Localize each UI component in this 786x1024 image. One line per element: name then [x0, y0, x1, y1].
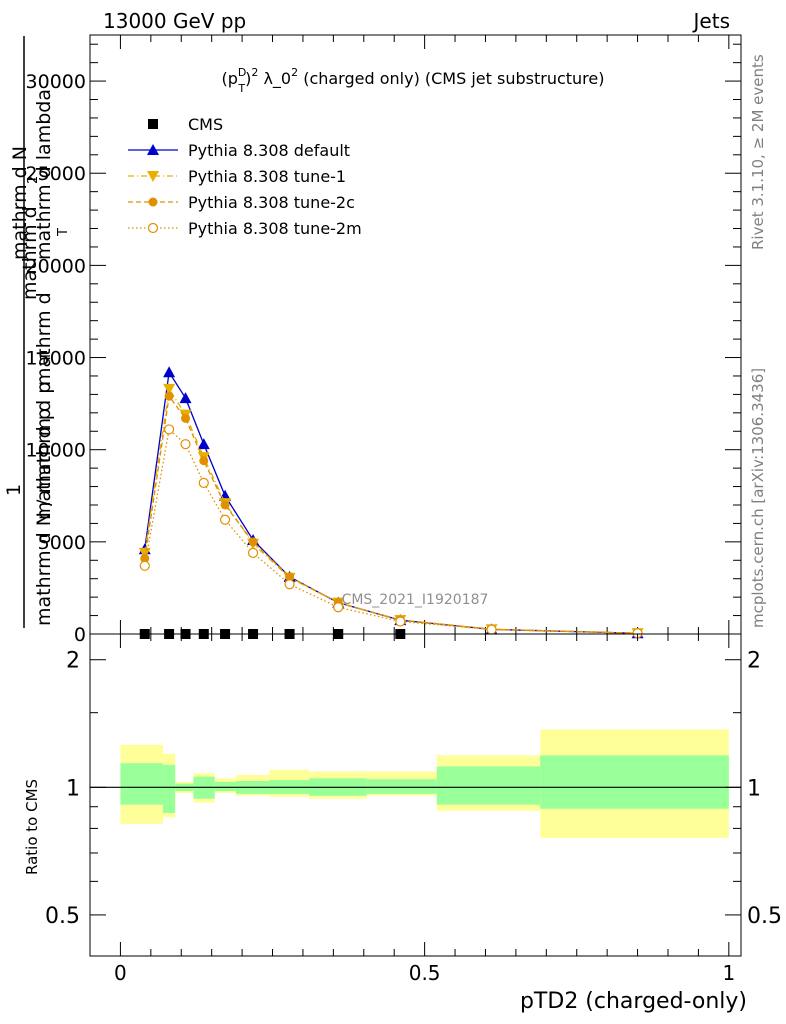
main-ticks: 0 5000 10000 15000 20000 25000 30000	[26, 35, 741, 646]
ratio-y-tick-label-right: 1	[747, 776, 761, 801]
data-point	[199, 456, 209, 466]
x-axis-label: pTD2 (charged-only)	[520, 989, 747, 1014]
ylabel-line-9: mathrm d p	[33, 408, 55, 520]
data-point	[284, 579, 295, 590]
y-tick-label: 5000	[38, 532, 86, 554]
title-sup-1: D	[238, 66, 246, 79]
watermark: CMS_2021_I1920187	[342, 592, 489, 608]
legend-entry: Pythia 8.308 tune-1	[128, 167, 346, 186]
title-sup-3: 2	[291, 66, 298, 79]
data-point	[220, 500, 230, 510]
data-point	[198, 477, 209, 488]
legend-marker	[148, 119, 158, 129]
data-point	[164, 391, 174, 401]
ratio-ticks: 0.5 0.5 1 1 2 2	[45, 634, 782, 956]
legend-label: Pythia 8.308 tune-2m	[188, 219, 362, 238]
data-point	[163, 383, 176, 395]
y-tick-label: 10000	[26, 440, 86, 462]
ylabel-line-4: T	[39, 352, 54, 361]
data-point	[333, 602, 344, 613]
data-point	[163, 424, 175, 435]
x-tick-label: 0.5	[409, 961, 441, 985]
main-panel: 0 5000 10000 15000 20000 25000 30000 CMS_2021_…	[26, 34, 742, 646]
data-point	[163, 366, 176, 378]
title-part-d: (charged only) (CMS jet substructure)	[298, 69, 604, 88]
ratio-inner-band	[163, 764, 176, 813]
legend-marker	[147, 144, 159, 155]
data-point	[181, 413, 191, 423]
rivet-label: Rivet 3.1.10, ≥ 2M events	[749, 54, 767, 250]
legend-marker	[147, 222, 159, 234]
data-point	[139, 560, 150, 571]
y-axis-label: mathrm d N / mathrm d p mathrm d mathrm …	[3, 36, 71, 628]
data-point	[180, 439, 191, 450]
ylabel-line-2: mathrm d lambda	[33, 89, 55, 260]
ratio-y-tick-label: 0.5	[45, 904, 80, 929]
y-tick-label: 20000	[26, 255, 86, 277]
ratio-inner-band	[436, 766, 541, 805]
data-point	[219, 514, 231, 525]
title-part-c: λ_0	[258, 69, 291, 89]
title-sup-2: 2	[251, 66, 258, 79]
title-sub-1: T	[237, 82, 245, 95]
data-point	[395, 616, 406, 627]
ratio-frame	[89, 633, 742, 957]
legend-entry: Pythia 8.308 tune-2c	[128, 193, 355, 212]
legend-label: Pythia 8.308 default	[188, 141, 350, 160]
data-point	[285, 572, 295, 582]
x-tick-label: 0	[114, 961, 127, 985]
ratio-inner-band	[366, 779, 437, 794]
ylabel-line-6: mathrm d N	[9, 146, 31, 260]
chart-title: (pD T)2 λ_02 (charged only) (CMS jet subs…	[222, 66, 605, 95]
legend-label: Pythia 8.308 tune-2c	[188, 193, 355, 212]
ratio-panel: 0.5 0.5 1 1 2 2 Ratio to CMS	[23, 633, 782, 957]
legend-entry: Pythia 8.308 tune-2m	[128, 219, 362, 238]
ratio-y-tick-label: 1	[66, 776, 80, 801]
ratio-bands	[90, 729, 741, 838]
data-point	[179, 392, 192, 404]
ratio-inner-band	[214, 781, 237, 792]
ylabel-line-7: 1	[3, 484, 25, 496]
ratio-inner-band	[120, 763, 164, 805]
data-point	[248, 537, 258, 547]
y-tick-label: 30000	[26, 71, 86, 93]
ylabel-line-5: T	[56, 228, 71, 237]
ratio-y-tick-label-right: 0.5	[747, 904, 782, 929]
ratio-inner-band	[540, 755, 729, 809]
title-part-b: )	[245, 69, 251, 88]
legend-label: CMS	[188, 115, 223, 134]
legend: CMS Pythia 8.308 default Pythia 8.308 tune…	[128, 115, 362, 238]
data-point	[247, 547, 259, 559]
ylabel-line-0: mathrm d N / mathrm d p	[33, 382, 55, 626]
data-point	[138, 547, 151, 559]
data-point	[486, 624, 497, 635]
y-tick-label: 15000	[26, 348, 86, 370]
title-part-a: (p	[222, 69, 238, 88]
legend-label: Pythia 8.308 tune-1	[188, 167, 346, 186]
ratio-ylabel: Ratio to CMS	[23, 779, 41, 875]
data-point	[197, 438, 210, 450]
legend-marker	[147, 171, 159, 182]
ratio-y-tick-label: 2	[66, 649, 80, 674]
header-left: 13000 GeV pp	[103, 9, 246, 33]
legend-marker	[148, 197, 158, 207]
x-tick-labels: 0 0.5 1	[114, 961, 735, 985]
data-point	[140, 553, 150, 563]
y-tick-label: 0	[74, 624, 86, 646]
y-tick-label: 25000	[26, 163, 86, 185]
x-tick-label: 1	[722, 961, 735, 985]
legend-entry: CMS	[148, 115, 223, 134]
series-pythia-8-308-tune-2m	[139, 424, 643, 639]
ratio-y-tick-label-right: 2	[747, 649, 761, 674]
header-right: Jets	[692, 9, 730, 33]
ylabel-line-8: 2	[26, 176, 41, 184]
ylabel-line-1: mathrm d	[33, 292, 55, 386]
legend-entry: Pythia 8.308 default	[128, 141, 350, 160]
mcplots-label: mcplots.cern.ch [arXiv:1306.3436]	[749, 368, 767, 628]
